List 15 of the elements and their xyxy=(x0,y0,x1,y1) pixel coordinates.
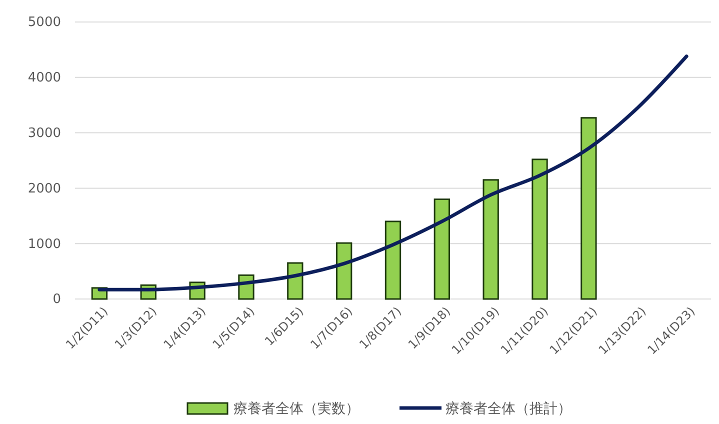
line-series xyxy=(98,54,688,292)
y-tick-label: 5000 xyxy=(28,15,61,30)
bar xyxy=(384,220,402,300)
legend-label: 療養者全体（推計） xyxy=(446,400,572,417)
bar xyxy=(482,179,499,300)
y-tick-label: 0 xyxy=(52,292,61,308)
bar xyxy=(434,198,450,300)
y-tick-label: 3000 xyxy=(28,126,61,141)
bar xyxy=(336,242,352,300)
y-tick-label: 2000 xyxy=(28,181,61,196)
bar xyxy=(580,117,597,300)
y-tick-label: 1000 xyxy=(28,236,61,252)
bar xyxy=(532,158,548,300)
y-tick-label: 4000 xyxy=(28,70,61,86)
legend-label: 療養者全体（実数） xyxy=(234,400,360,417)
